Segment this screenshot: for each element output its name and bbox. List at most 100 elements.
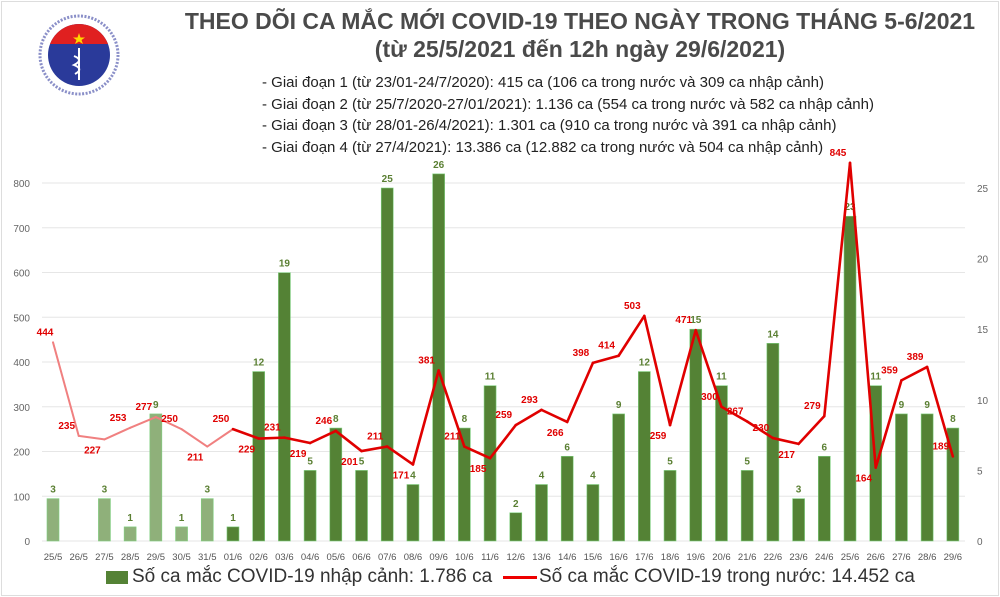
line-segment [180, 428, 209, 448]
legend-label: Số ca mắc COVID-19 nhập cảnh: 1.786 ca [132, 566, 493, 587]
line-data-label: 185 [470, 464, 487, 475]
bar-data-label: 5 [307, 456, 313, 467]
bar-data-label: 15 [690, 315, 702, 326]
bar [895, 413, 908, 542]
bar-data-label: 12 [253, 358, 265, 369]
x-axis-tick: 16/6 [609, 552, 628, 563]
x-axis-tick: 01/6 [224, 552, 243, 563]
line-data-label: 267 [727, 407, 744, 418]
line-segment [103, 426, 132, 441]
legend-line-swatch [503, 575, 537, 579]
line-segment [411, 369, 440, 466]
bar-data-label: 14 [767, 329, 779, 340]
bar [586, 484, 600, 542]
bar-data-label: 6 [564, 442, 570, 453]
bar [252, 371, 265, 542]
x-axis-tick: 30/5 [172, 552, 191, 563]
x-axis-tick: 27/6 [892, 552, 911, 563]
x-axis-tick: 12/6 [507, 552, 526, 563]
line-segment [231, 427, 260, 440]
line-data-label: 277 [135, 402, 152, 413]
line-segment [874, 379, 903, 469]
line-data-label: 444 [37, 327, 54, 338]
ministry-of-health-logo [38, 14, 120, 96]
line-data-label: 503 [624, 301, 641, 312]
line-segment [565, 361, 595, 424]
bar-data-label: 4 [590, 471, 596, 482]
line-segment [797, 414, 826, 446]
line-segment [514, 408, 543, 427]
line-segment [283, 436, 312, 445]
bar-data-label: 5 [744, 456, 750, 467]
x-axis-tick: 08/6 [404, 552, 423, 563]
x-axis-tick: 28/5 [121, 552, 140, 563]
bar [740, 470, 754, 542]
left-axis-tick: 600 [13, 269, 30, 280]
bar [483, 385, 497, 542]
line-data-label: 389 [907, 352, 924, 363]
line-data-label: 845 [830, 148, 847, 159]
legend-label: Số ca mắc COVID-19 trong nước: 14.452 ca [539, 566, 915, 587]
bar-data-label: 3 [796, 485, 802, 496]
x-axis-tick: 27/5 [95, 552, 114, 563]
left-axis-tick: 100 [13, 492, 30, 503]
line-data-label: 293 [521, 395, 538, 406]
line-data-label: 250 [213, 414, 230, 425]
left-axis-tick: 800 [13, 179, 30, 190]
bar [200, 498, 214, 542]
bar [766, 343, 780, 542]
line-data-label: 211 [187, 453, 204, 464]
bar-data-label: 8 [333, 414, 339, 425]
left-axis-tick: 200 [13, 448, 30, 459]
line-segment [900, 365, 929, 382]
bar [329, 427, 343, 542]
x-axis-tick: 04/6 [301, 552, 320, 563]
bar-data-label: 3 [50, 485, 56, 496]
line-data-label: 201 [341, 457, 358, 468]
left-axis-tick: 300 [13, 403, 30, 414]
x-axis-tick: 23/6 [789, 552, 808, 563]
bar [458, 427, 471, 542]
bar-data-label: 12 [639, 358, 651, 369]
line-segment [745, 420, 775, 440]
line-segment [822, 161, 852, 418]
line-segment [694, 328, 723, 409]
bar-data-label: 1 [127, 513, 133, 524]
chart-subtitle: (từ 25/5/2021 đến 12h ngày 29/6/2021) [374, 36, 786, 62]
bar-data-label: 11 [716, 372, 727, 383]
chart-title: THEO DÕI CA MẮC MỚI COVID-19 THEO NGÀY T… [184, 8, 976, 34]
bar-data-label: 9 [616, 400, 622, 411]
line-segment [154, 416, 183, 431]
bar-data-label: 8 [950, 414, 956, 425]
right-axis-tick: 20 [977, 255, 989, 266]
x-axis-tick: 10/6 [455, 552, 474, 563]
x-axis-tick: 25/5 [44, 552, 63, 563]
x-axis-tick: 21/6 [738, 552, 757, 563]
bar-data-label: 4 [410, 471, 416, 482]
phase-notes: - Giai đoạn 1 (từ 23/01-24/7/2020): 415 … [262, 72, 874, 158]
bar-data-label: 9 [153, 400, 159, 411]
line-data-label: 219 [290, 449, 307, 460]
bar-data-label: 6 [822, 442, 828, 453]
line-segment [437, 369, 466, 448]
line-segment [771, 436, 800, 446]
bar [123, 526, 137, 542]
line-data-label: 266 [547, 428, 564, 439]
line-segment [257, 436, 286, 440]
right-axis-tick: 5 [977, 466, 983, 477]
left-axis-tick: 500 [13, 313, 30, 324]
bar-data-label: 19 [279, 259, 291, 270]
right-axis-tick: 25 [977, 184, 989, 195]
line-segment [463, 445, 492, 460]
left-axis-tick: 700 [13, 224, 30, 235]
legend-bar-swatch [106, 570, 128, 584]
line-data-label: 164 [855, 474, 872, 485]
bar-data-label: 3 [204, 485, 210, 496]
line-data-label: 246 [315, 416, 332, 427]
x-axis-tick: 31/5 [198, 552, 217, 563]
x-axis-tick: 09/6 [429, 552, 448, 563]
x-axis-tick: 15/6 [584, 552, 603, 563]
x-axis-tick: 22/6 [764, 552, 783, 563]
bar [843, 215, 857, 542]
phase-note: - Giai đoạn 4 (từ 27/4/2021): 13.386 ca … [262, 138, 824, 156]
